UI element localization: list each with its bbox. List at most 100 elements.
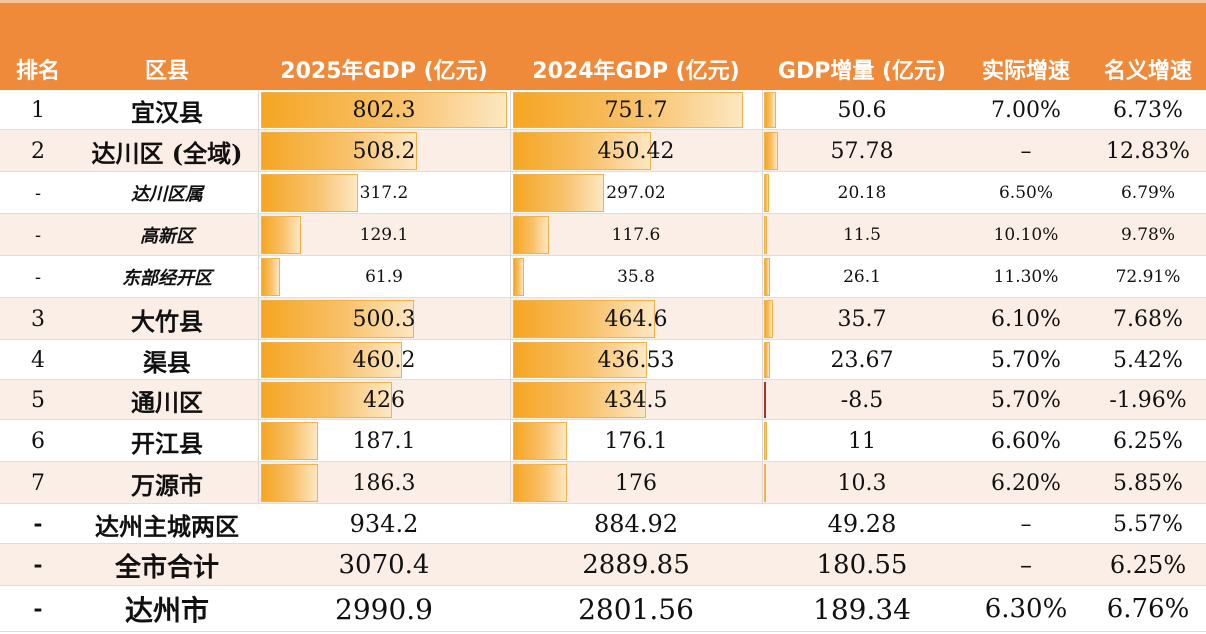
gdp2024-bar xyxy=(513,382,647,418)
table-row: - 高新区 129.1 117.6 11.5 10.10% 9.78% xyxy=(0,214,1206,256)
real-growth-cell: – xyxy=(1020,551,1032,579)
table-row: 6 开江县 187.1 176.1 11 6.60% 6.25% xyxy=(0,420,1206,462)
gdp2025-bar xyxy=(261,92,507,128)
gdp2025-cell: 317.2 xyxy=(359,183,409,203)
gdp2025-bar xyxy=(261,132,417,170)
rank-cell: 5 xyxy=(31,387,45,413)
increase-cell: 50.6 xyxy=(837,97,887,123)
increase-cell: 26.1 xyxy=(843,267,881,287)
nominal-growth-cell: 5.85% xyxy=(1113,470,1183,496)
increase-bar xyxy=(764,216,767,254)
district-cell: 渠县 xyxy=(143,347,191,377)
row-divider xyxy=(0,339,1206,340)
increase-bar xyxy=(764,300,773,338)
row-divider xyxy=(0,297,1206,298)
nominal-growth-cell: 6.73% xyxy=(1113,97,1183,123)
row-divider xyxy=(0,379,1206,380)
nominal-growth-cell: 5.57% xyxy=(1113,511,1183,537)
real-growth-cell: 6.30% xyxy=(984,594,1068,624)
district-cell: 大竹县 xyxy=(131,306,203,336)
gdp2025-cell: 2990.9 xyxy=(335,592,433,626)
nominal-growth-cell: 72.91% xyxy=(1115,267,1181,287)
gdp2024-bar xyxy=(513,258,524,296)
gdp2025-bar xyxy=(261,422,319,460)
increase-cell: 11.5 xyxy=(843,225,881,245)
row-divider xyxy=(0,213,1206,214)
real-growth-cell: 5.70% xyxy=(991,387,1061,413)
real-growth-cell: 6.10% xyxy=(991,306,1061,332)
nominal-growth-cell: 7.68% xyxy=(1113,306,1183,332)
column-divider xyxy=(762,90,763,504)
gdp2024-bar xyxy=(513,464,567,502)
column-divider xyxy=(510,90,511,504)
header-district: 区县 xyxy=(144,59,189,84)
column-divider xyxy=(258,90,259,504)
gdp2024-bar xyxy=(513,174,605,212)
table-row: - 东部经开区 61.9 35.8 26.1 11.30% 72.91% xyxy=(0,256,1206,298)
gdp2024-bar xyxy=(513,422,567,460)
gdp2025-cell: 500.3 xyxy=(352,306,416,332)
gdp2024-bar xyxy=(513,342,647,378)
district-cell: 东部经开区 xyxy=(122,268,212,289)
increase-cell: 10.3 xyxy=(837,470,887,496)
gdp2024-bar xyxy=(513,216,550,254)
increase-bar xyxy=(764,258,771,296)
increase-bar xyxy=(764,174,769,212)
gdp2024-cell: 176.1 xyxy=(604,428,668,454)
gdp2024-cell: 2889.85 xyxy=(582,550,690,580)
rank-cell: 3 xyxy=(31,306,45,332)
real-growth-cell: 11.30% xyxy=(993,267,1059,287)
district-cell: 通川区 xyxy=(131,387,203,417)
district-cell: 全市合计 xyxy=(114,552,219,583)
gdp2024-cell: 117.6 xyxy=(611,225,661,245)
increase-cell: 20.18 xyxy=(837,183,887,203)
increase-bar xyxy=(764,422,767,460)
table-row: 3 大竹县 500.3 464.6 35.7 6.10% 7.68% xyxy=(0,298,1206,340)
gdp2025-bar xyxy=(261,174,359,212)
gdp2025-bar xyxy=(261,216,301,254)
rank-cell: 7 xyxy=(31,470,45,496)
header-real-growth: 实际增速 xyxy=(981,59,1070,84)
increase-cell: 23.67 xyxy=(830,347,894,373)
nominal-growth-cell: 5.42% xyxy=(1113,347,1183,373)
district-cell: 开江县 xyxy=(131,428,203,458)
rank-cell: - xyxy=(34,182,42,204)
increase-cell: 35.7 xyxy=(837,306,887,332)
gdp2024-cell: 884.92 xyxy=(594,510,678,538)
real-growth-cell: 7.00% xyxy=(991,97,1061,123)
table-row: 4 渠县 460.2 436.53 23.67 5.70% 5.42% xyxy=(0,340,1206,380)
district-cell: 宜汉县 xyxy=(131,97,203,127)
gdp2025-cell: 187.1 xyxy=(352,428,416,454)
gdp2024-cell: 2801.56 xyxy=(578,592,694,626)
row-divider xyxy=(0,631,1206,632)
nominal-growth-cell: 6.25% xyxy=(1113,428,1183,454)
rank-cell: - xyxy=(34,224,42,246)
gdp2024-cell: 436.53 xyxy=(597,347,675,373)
nominal-growth-cell: 9.78% xyxy=(1120,225,1175,245)
increase-cell: 57.78 xyxy=(830,138,894,164)
nominal-growth-cell: 6.25% xyxy=(1109,551,1187,579)
increase-bar xyxy=(764,342,770,378)
real-growth-cell: – xyxy=(1020,138,1032,164)
real-growth-cell: 5.70% xyxy=(991,347,1061,373)
table-row: 1 宜汉县 802.3 751.7 50.6 7.00% 6.73% xyxy=(0,90,1206,130)
header-increase: GDP增量 (亿元) xyxy=(777,59,947,84)
increase-cell: 180.55 xyxy=(816,550,908,580)
rank-cell: 4 xyxy=(31,347,45,373)
district-cell: 达州市 xyxy=(124,594,209,627)
header-rank: 排名 xyxy=(15,59,60,84)
gdp2025-bar xyxy=(261,382,392,418)
rank-cell: - xyxy=(33,511,43,537)
row-divider xyxy=(0,129,1206,130)
gdp2024-cell: 35.8 xyxy=(617,267,655,287)
gdp2024-cell: 751.7 xyxy=(604,97,668,123)
table-row: 2 达川区 (全域) 508.2 450.42 57.78 – 12.83% xyxy=(0,130,1206,172)
district-cell: 达州主城两区 xyxy=(95,511,239,541)
summary-row: - 达州主城两区 934.2 884.92 49.28 – 5.57% xyxy=(0,504,1206,544)
gdp2024-bar xyxy=(513,132,652,170)
rank-cell: - xyxy=(33,552,43,578)
gdp2024-cell: 450.42 xyxy=(597,138,675,164)
increase-cell: 11 xyxy=(848,428,876,454)
gdp2025-cell: 934.2 xyxy=(349,510,419,538)
